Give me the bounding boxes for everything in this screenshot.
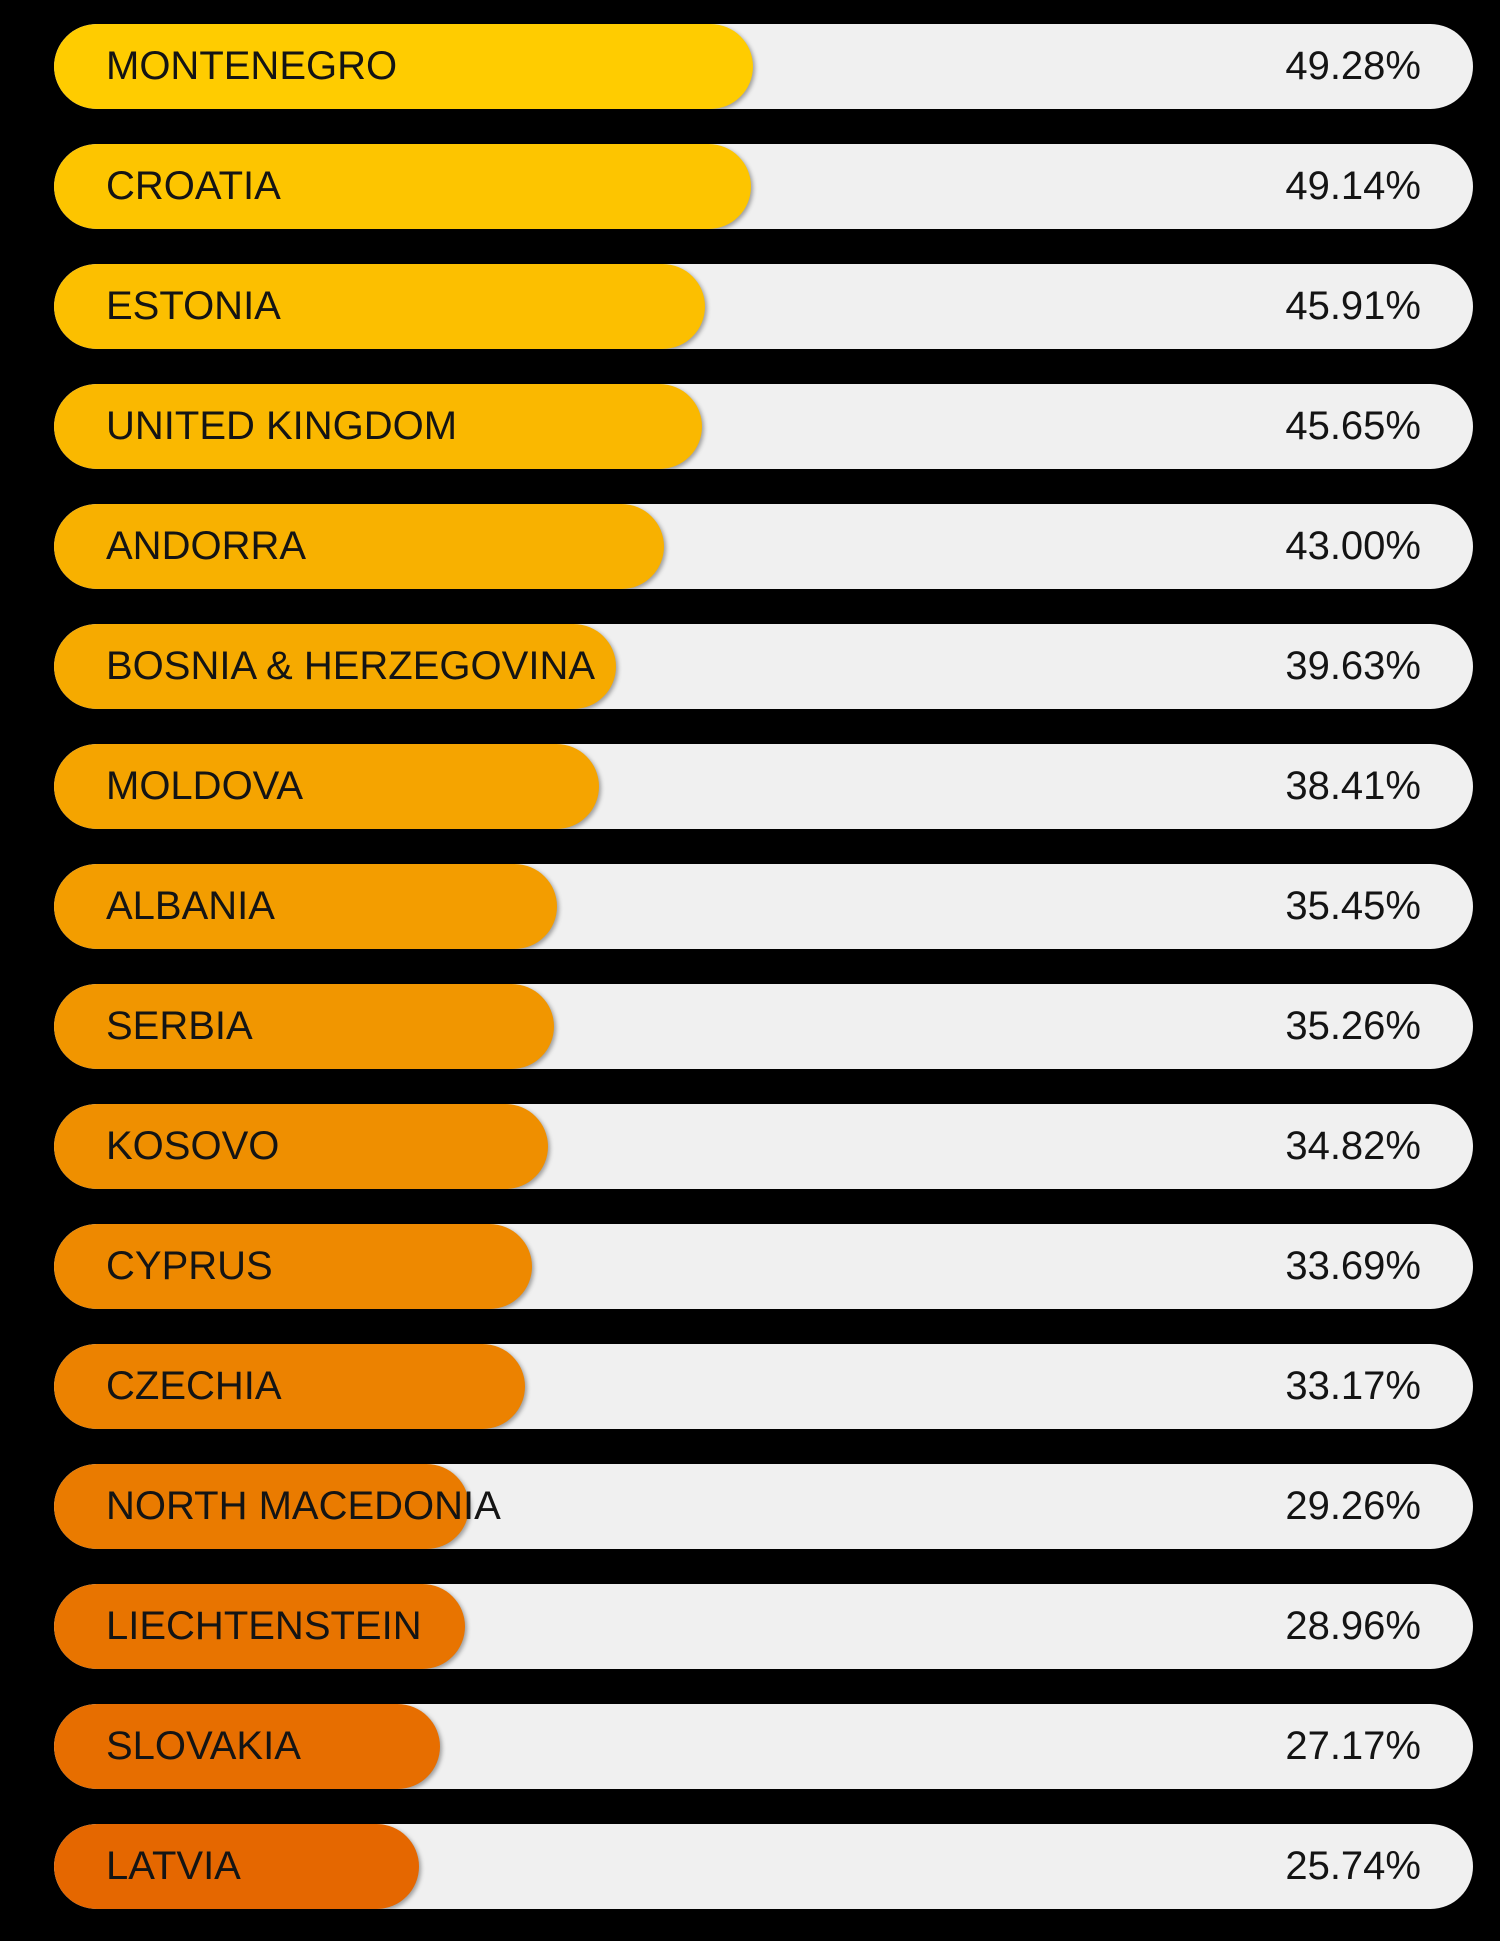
bar-row: ESTONIA 45.91% xyxy=(54,264,1473,349)
bar-row: BOSNIA & HERZEGOVINA 39.63% xyxy=(54,624,1473,709)
category-label: NORTH MACEDONIA xyxy=(106,1484,501,1528)
bar xyxy=(54,24,754,109)
bar xyxy=(54,1824,420,1909)
bar xyxy=(54,1464,470,1549)
category-label: CZECHIA xyxy=(106,1364,282,1408)
category-label: UNITED KINGDOM xyxy=(106,404,458,448)
bar-row: ANDORRA 43.00% xyxy=(54,504,1473,589)
category-label: LIECHTENSTEIN xyxy=(106,1604,422,1648)
bar xyxy=(54,264,706,349)
value-label: 49.28% xyxy=(1285,44,1421,88)
bar-row: SERBIA 35.26% xyxy=(54,984,1473,1069)
category-label: KOSOVO xyxy=(106,1124,280,1168)
value-label: 39.63% xyxy=(1285,644,1421,688)
bar xyxy=(54,1104,549,1189)
value-label: 45.65% xyxy=(1285,404,1421,448)
bar xyxy=(54,864,558,949)
bar-row: SLOVAKIA 27.17% xyxy=(54,1704,1473,1789)
bar-row: UNITED KINGDOM 45.65% xyxy=(54,384,1473,469)
bar-row: LATVIA 25.74% xyxy=(54,1824,1473,1909)
value-label: 25.74% xyxy=(1285,1844,1421,1888)
category-label: BOSNIA & HERZEGOVINA xyxy=(106,644,596,688)
bar-row: MONTENEGRO 49.28% xyxy=(54,24,1473,109)
value-label: 34.82% xyxy=(1285,1124,1421,1168)
value-label: 29.26% xyxy=(1285,1484,1421,1528)
bar-row: LIECHTENSTEIN 28.96% xyxy=(54,1584,1473,1669)
category-label: ALBANIA xyxy=(106,884,275,928)
bar-row: CYPRUS 33.69% xyxy=(54,1224,1473,1309)
category-label: CROATIA xyxy=(106,164,281,208)
bar xyxy=(54,1704,440,1789)
bar xyxy=(54,624,617,709)
bar xyxy=(54,744,600,829)
value-label: 33.17% xyxy=(1285,1364,1421,1408)
bar-row: NORTH MACEDONIA 29.26% xyxy=(54,1464,1473,1549)
bar xyxy=(54,1224,533,1309)
value-label: 45.91% xyxy=(1285,284,1421,328)
bar xyxy=(54,144,752,229)
value-label: 35.26% xyxy=(1285,1004,1421,1048)
value-label: 33.69% xyxy=(1285,1244,1421,1288)
value-label: 38.41% xyxy=(1285,764,1421,808)
category-label: SLOVAKIA xyxy=(106,1724,301,1768)
bar-row: MOLDOVA 38.41% xyxy=(54,744,1473,829)
bar-row: CZECHIA 33.17% xyxy=(54,1344,1473,1429)
bar xyxy=(54,504,665,589)
category-label: MOLDOVA xyxy=(106,764,304,808)
bar-row: ALBANIA 35.45% xyxy=(54,864,1473,949)
bar-row: KOSOVO 34.82% xyxy=(54,1104,1473,1189)
category-label: MONTENEGRO xyxy=(106,44,398,88)
bar xyxy=(54,1344,525,1429)
bar xyxy=(54,984,555,1069)
bar xyxy=(54,384,702,469)
value-label: 28.96% xyxy=(1285,1604,1421,1648)
category-label: SERBIA xyxy=(106,1004,253,1048)
category-label: LATVIA xyxy=(106,1844,241,1888)
value-label: 49.14% xyxy=(1285,164,1421,208)
category-label: ESTONIA xyxy=(106,284,281,328)
category-label: CYPRUS xyxy=(106,1244,273,1288)
value-label: 35.45% xyxy=(1285,884,1421,928)
value-label: 43.00% xyxy=(1285,524,1421,568)
bar-row: CROATIA 49.14% xyxy=(54,144,1473,229)
category-label: ANDORRA xyxy=(106,524,307,568)
value-label: 27.17% xyxy=(1285,1724,1421,1768)
bar xyxy=(54,1584,465,1669)
